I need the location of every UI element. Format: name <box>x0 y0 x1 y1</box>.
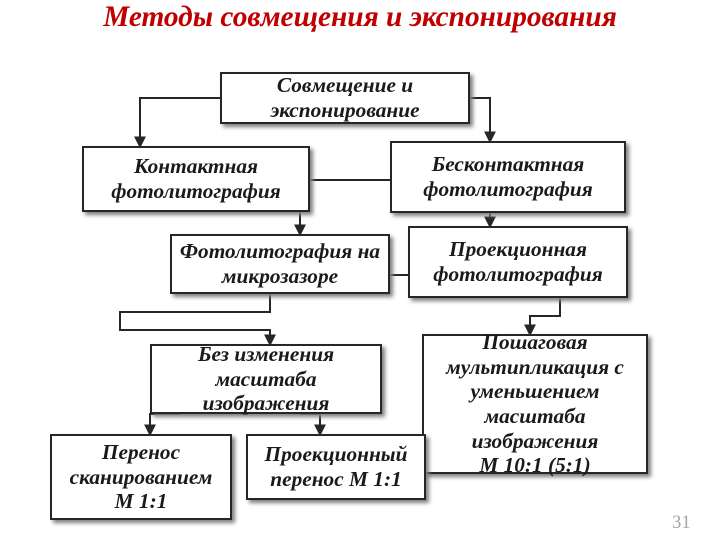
node-noscale: Без изменения масштаба изображения <box>150 344 382 414</box>
node-noncontact: Бесконтактная фотолитография <box>390 141 626 213</box>
edge-noscale-proj11 <box>300 414 320 434</box>
node-projection: Проекционная фотолитография <box>408 226 628 298</box>
node-root: Совмещение и экспонирование <box>220 72 470 124</box>
node-microgap: Фотолитография на микрозазоре <box>170 234 390 294</box>
node-stepwise: Пошаговая мультипликация с уменьшением м… <box>422 334 648 474</box>
page-number: 31 <box>672 512 691 534</box>
node-scan: Перенос сканированиемМ 1:1 <box>50 434 232 520</box>
node-contact: Контактная фотолитография <box>82 146 310 212</box>
edge-root-contact <box>140 98 230 146</box>
diagram-title: Методы совмещения и экспонирования <box>0 0 720 35</box>
edge-noscale-scan <box>150 414 180 434</box>
node-proj11: Проекционный перенос М 1:1 <box>246 434 426 500</box>
edge-noncontact-microgap <box>300 180 400 234</box>
edge-projection-stepwise <box>530 298 560 334</box>
